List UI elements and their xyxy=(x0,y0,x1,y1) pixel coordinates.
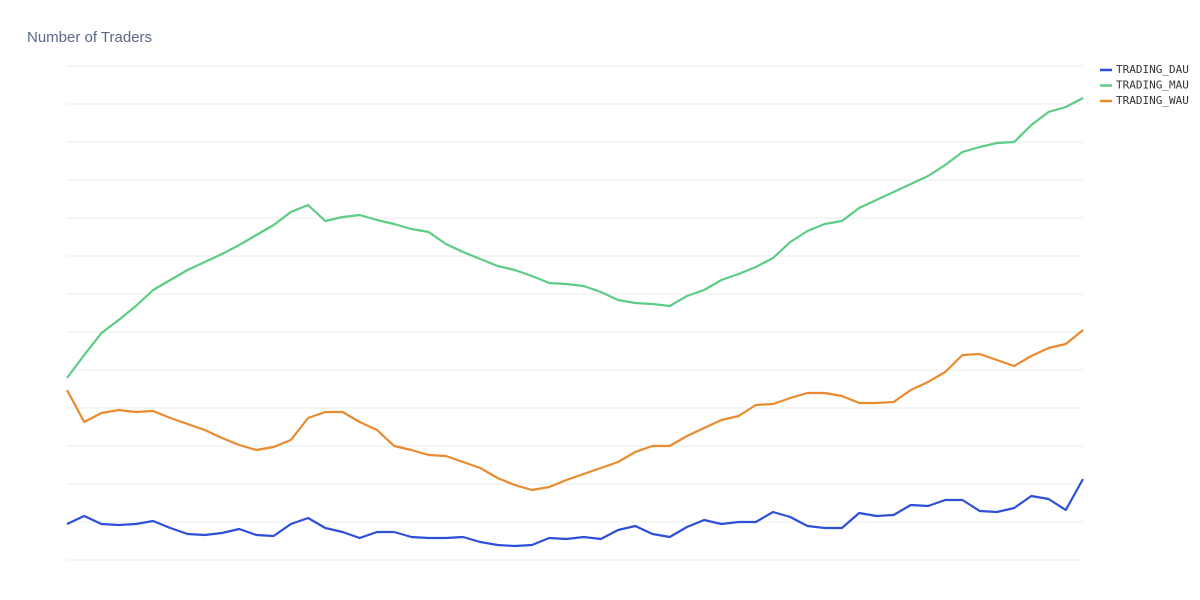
line-series xyxy=(66,478,1084,548)
line-series xyxy=(66,329,1084,492)
legend-label: TRADING_MAU xyxy=(1116,79,1189,92)
legend-label: TRADING_DAU xyxy=(1116,63,1189,76)
line-series xyxy=(66,97,1084,379)
chart-title: Number of Traders xyxy=(27,29,152,46)
legend-label: TRADING_WAU xyxy=(1116,94,1189,107)
